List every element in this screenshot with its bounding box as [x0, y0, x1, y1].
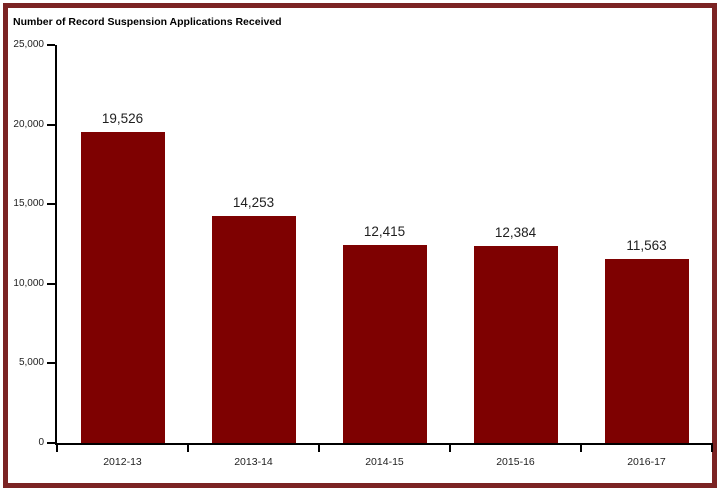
- bar-value-label: 12,415: [363, 224, 406, 240]
- y-axis-tick: [47, 282, 55, 285]
- x-axis-tick: [711, 443, 713, 452]
- y-axis-label: 10,000: [13, 277, 44, 289]
- bar: [211, 216, 296, 443]
- x-axis-tick: [449, 443, 451, 452]
- y-axis-tick: [47, 44, 55, 46]
- bar-value-label: 11,563: [626, 237, 667, 253]
- y-axis-label: 25,000: [13, 39, 44, 50]
- bar-value-label: 14,253: [232, 195, 275, 211]
- bar: [604, 258, 689, 443]
- x-axis-tick: [580, 443, 582, 452]
- x-axis-label: 2016-17: [627, 456, 666, 468]
- y-axis-tick: [47, 362, 55, 365]
- x-axis-label: 2014-15: [365, 456, 404, 468]
- x-axis-label: 2012-13: [103, 456, 142, 468]
- bar: [342, 245, 427, 443]
- y-axis-label: 15,000: [13, 198, 44, 210]
- y-axis-tick: [47, 203, 55, 206]
- x-axis-label: 2015-16: [496, 456, 535, 468]
- bar-value-label: 12,384: [494, 224, 537, 240]
- y-axis-tick: [47, 442, 55, 444]
- y-axis-label: 20,000: [13, 118, 44, 130]
- plot-area: 0 5,000 10,000 15,000 20,000 25,000 19,526 2012…: [13, 39, 713, 468]
- bar: [473, 245, 558, 443]
- y-axis-label: 0: [38, 437, 44, 448]
- x-axis-tick: [56, 443, 58, 452]
- chart-frame-border: [3, 3, 717, 488]
- y-axis-label: 5,000: [18, 357, 44, 369]
- bar-value-label: 19,526: [101, 111, 144, 127]
- bar: [80, 132, 165, 443]
- x-axis-tick: [318, 443, 320, 452]
- x-axis-label: 2013-14: [234, 456, 273, 468]
- chart-title: Number of Record Suspension Applications…: [13, 16, 282, 28]
- x-axis-tick: [187, 443, 189, 452]
- y-axis-tick: [47, 123, 55, 126]
